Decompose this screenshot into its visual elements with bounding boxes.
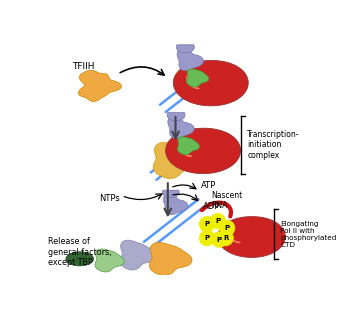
Polygon shape <box>163 194 188 215</box>
Polygon shape <box>78 70 121 102</box>
Circle shape <box>218 230 233 246</box>
Polygon shape <box>153 142 199 178</box>
Polygon shape <box>168 116 194 138</box>
Circle shape <box>199 230 215 246</box>
Text: ADP: ADP <box>202 202 220 211</box>
Text: P: P <box>204 221 210 227</box>
Polygon shape <box>177 137 199 155</box>
Circle shape <box>210 214 225 229</box>
Text: ATP: ATP <box>201 181 216 190</box>
Polygon shape <box>166 128 240 174</box>
Text: Elongating
Pol II with
phosphorylated
CTD: Elongating Pol II with phosphorylated CT… <box>280 221 337 248</box>
Text: P: P <box>217 237 222 243</box>
Text: P: P <box>215 218 220 224</box>
Polygon shape <box>149 243 192 276</box>
Polygon shape <box>162 190 179 197</box>
Text: Transcription-
initiation
complex: Transcription- initiation complex <box>247 130 300 160</box>
Polygon shape <box>187 69 209 87</box>
Text: P: P <box>225 225 230 231</box>
Text: Release of
general factors,
except TBP: Release of general factors, except TBP <box>48 237 112 267</box>
Circle shape <box>212 232 227 247</box>
Circle shape <box>199 217 215 232</box>
Polygon shape <box>95 249 124 272</box>
Polygon shape <box>66 252 93 266</box>
Circle shape <box>219 220 235 236</box>
Text: NTPs: NTPs <box>99 194 120 203</box>
Text: R: R <box>223 235 228 241</box>
Polygon shape <box>173 61 248 106</box>
Polygon shape <box>120 240 156 270</box>
Text: TFIIH: TFIIH <box>72 62 95 71</box>
Text: P: P <box>204 235 210 241</box>
Polygon shape <box>176 45 194 53</box>
Polygon shape <box>167 112 185 121</box>
Polygon shape <box>177 49 203 71</box>
Polygon shape <box>218 217 285 257</box>
Text: Nascent
RNA: Nascent RNA <box>212 191 243 210</box>
